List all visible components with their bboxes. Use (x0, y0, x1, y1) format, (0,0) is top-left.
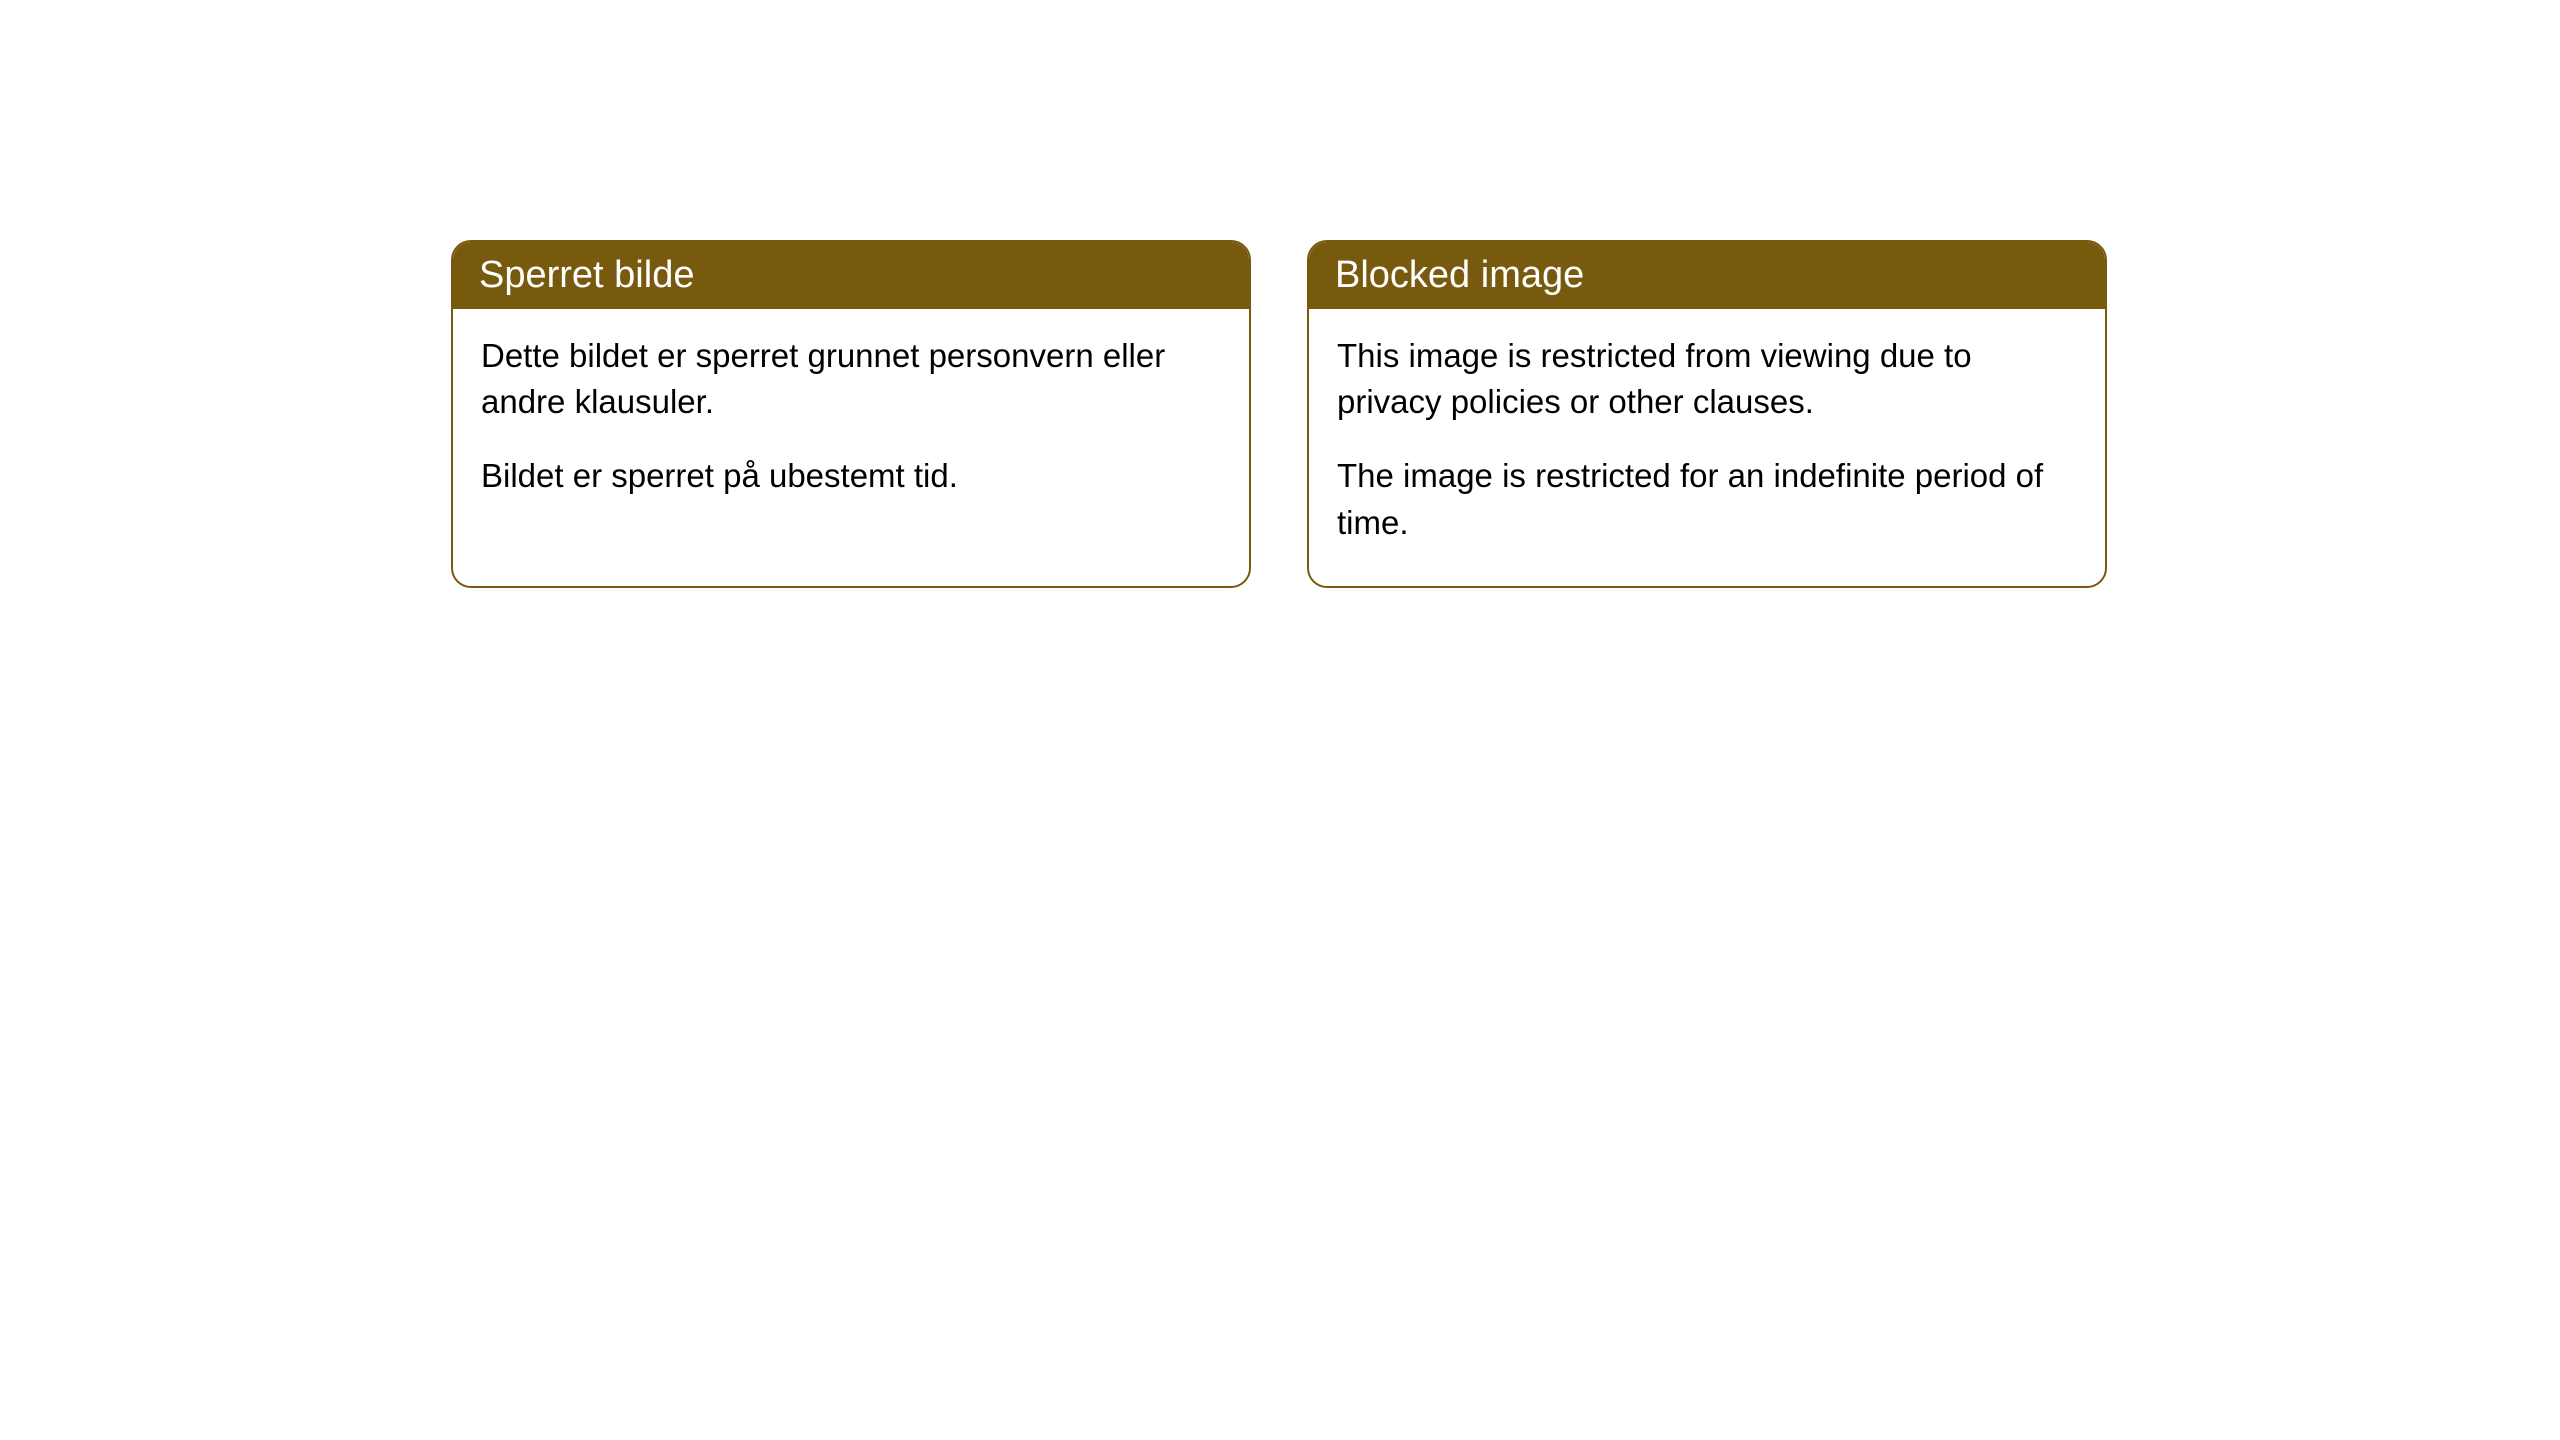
card-title: Blocked image (1335, 254, 1584, 296)
card-paragraph: Dette bildet er sperret grunnet personve… (481, 333, 1221, 425)
card-paragraph: This image is restricted from viewing du… (1337, 333, 2077, 425)
card-norwegian: Sperret bilde Dette bildet er sperret gr… (451, 240, 1251, 588)
card-header-english: Blocked image (1309, 242, 2105, 309)
card-title: Sperret bilde (479, 254, 694, 296)
cards-container: Sperret bilde Dette bildet er sperret gr… (451, 240, 2107, 588)
card-body-norwegian: Dette bildet er sperret grunnet personve… (453, 309, 1249, 540)
card-body-english: This image is restricted from viewing du… (1309, 309, 2105, 586)
card-paragraph: Bildet er sperret på ubestemt tid. (481, 453, 1221, 499)
card-paragraph: The image is restricted for an indefinit… (1337, 453, 2077, 545)
card-english: Blocked image This image is restricted f… (1307, 240, 2107, 588)
card-header-norwegian: Sperret bilde (453, 242, 1249, 309)
